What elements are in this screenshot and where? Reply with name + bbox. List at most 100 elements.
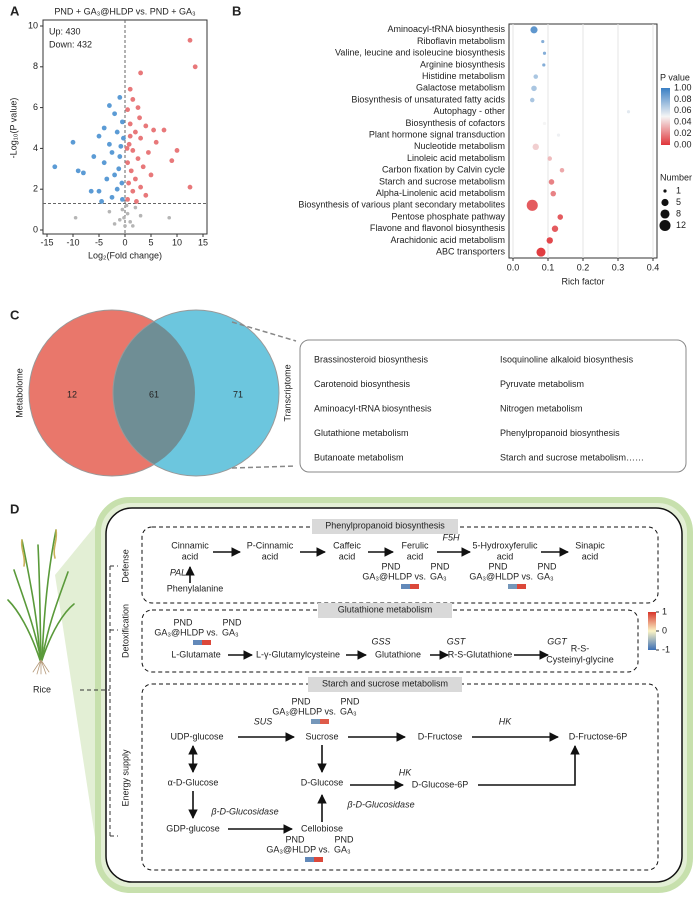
comparison-label: PND [291, 696, 311, 706]
bubble [546, 237, 553, 244]
point [122, 215, 126, 220]
bubble [531, 85, 537, 92]
point [117, 154, 123, 159]
point [96, 188, 102, 194]
y-tick-label: Galactose metabolism [416, 83, 505, 93]
leaf [13, 569, 42, 661]
comparison-label: GA₃@HLDP vs. [154, 627, 218, 637]
leaf [41, 529, 57, 661]
colorbar [661, 88, 670, 145]
pathway-item: Phenylpropanoid biosynthesis [500, 428, 620, 438]
point [130, 148, 136, 153]
node-label: acid [262, 551, 279, 561]
comparison-label: GA₃ [537, 571, 554, 581]
panel-label: B [232, 3, 241, 18]
comparison-label: PND [381, 561, 401, 571]
enzyme-label: HK [399, 767, 412, 777]
point [120, 207, 125, 212]
point [127, 133, 133, 139]
comparison-label: GA₃ [340, 706, 357, 716]
colorbar-label: 1 [662, 606, 667, 616]
y-tick-label: Autophagy - other [433, 106, 505, 116]
legend-entry: Down: 432 [49, 39, 92, 49]
bubble [557, 214, 564, 220]
enzyme-label: GST [447, 636, 467, 646]
node-label: acid [582, 551, 599, 561]
y-tick-label: Nucleotide metabolism [414, 141, 505, 151]
bubble [556, 133, 561, 137]
point [135, 156, 141, 162]
bracket [80, 565, 118, 837]
venn-count: 61 [149, 389, 159, 399]
point [123, 224, 127, 228]
x-tick-label: 0.4 [647, 262, 660, 272]
comparison-label: PND [222, 617, 242, 627]
point [133, 129, 138, 135]
panicle [20, 529, 58, 567]
y-tick-label: Histidine metabolism [422, 71, 505, 81]
point [52, 164, 58, 170]
node-label: acid [407, 551, 424, 561]
point [107, 103, 112, 108]
pathway-item: Aminoacyl-tRNA biosynthesis [314, 403, 432, 413]
title-bg [312, 519, 458, 534]
node-label: acid [497, 551, 514, 561]
size-key-label: 5 [676, 197, 681, 207]
colorbar-label: 0.08 [674, 94, 692, 104]
node-label: Cellobiose [301, 823, 343, 833]
highlight-wedge [55, 520, 100, 870]
comparison-label: GA₃@HLDP vs. [469, 571, 533, 581]
panel-label: D [10, 501, 19, 516]
comparison-label: GA₃ [334, 844, 351, 854]
x-tick-label: 0.1 [542, 262, 555, 272]
y-tick-label: Riboflavin metabolism [417, 36, 505, 46]
x-axis-label: Rich factor [561, 276, 604, 286]
point [138, 135, 144, 141]
section-title: Starch and sucrose metabolism [322, 678, 448, 688]
node-label: Cinnamic [171, 540, 209, 550]
bubble [626, 110, 631, 114]
bubble [541, 39, 545, 44]
point [114, 129, 120, 135]
colorbar-label: 0 [662, 625, 667, 635]
point [169, 158, 175, 164]
venn-count: 12 [67, 389, 77, 399]
bubble [548, 179, 555, 185]
comparison-label: GA₃@HLDP vs. [266, 844, 330, 854]
bubble [542, 63, 546, 67]
point [133, 205, 138, 210]
heat-cell [508, 584, 517, 589]
size-key-label: 8 [676, 208, 681, 218]
colorbar-label: 0.00 [674, 139, 692, 149]
y-tick-label: Biosynthesis of cofactors [405, 118, 505, 128]
y-tick-label: Arachidonic acid metabolism [390, 235, 505, 245]
venn-count: 71 [233, 389, 243, 399]
colorbar-label: -1 [662, 644, 670, 654]
pathway-item: Pyruvate metabolism [500, 379, 584, 389]
point [130, 188, 136, 194]
pathway-item: Glutathione metabolism [314, 428, 409, 438]
bubble [551, 225, 559, 232]
x-tick-label: -10 [66, 237, 79, 247]
bubble [559, 167, 565, 173]
x-tick-label: 15 [198, 237, 208, 247]
point [174, 148, 180, 153]
section-title: Glutathione metabolism [338, 604, 433, 614]
size-key [661, 198, 669, 207]
venn-label: Transcriptome [282, 364, 292, 421]
inner-frame [105, 507, 683, 883]
y-tick-label: 4 [33, 143, 38, 153]
size-key [659, 219, 671, 232]
point [91, 154, 97, 159]
pathway-item: Nitrogen metabolism [500, 403, 583, 413]
point [128, 168, 134, 174]
node-label: Cysteinyl-glycine [546, 654, 614, 664]
point [124, 146, 130, 151]
enzyme-label: HK [499, 716, 512, 726]
x-tick-label: -5 [95, 237, 103, 247]
y-tick-label: Valine, leucine and isoleucine biosynthe… [335, 48, 505, 58]
point [107, 141, 112, 147]
y-tick-label: 10 [28, 20, 38, 30]
bubble [550, 190, 557, 197]
point [109, 150, 115, 155]
